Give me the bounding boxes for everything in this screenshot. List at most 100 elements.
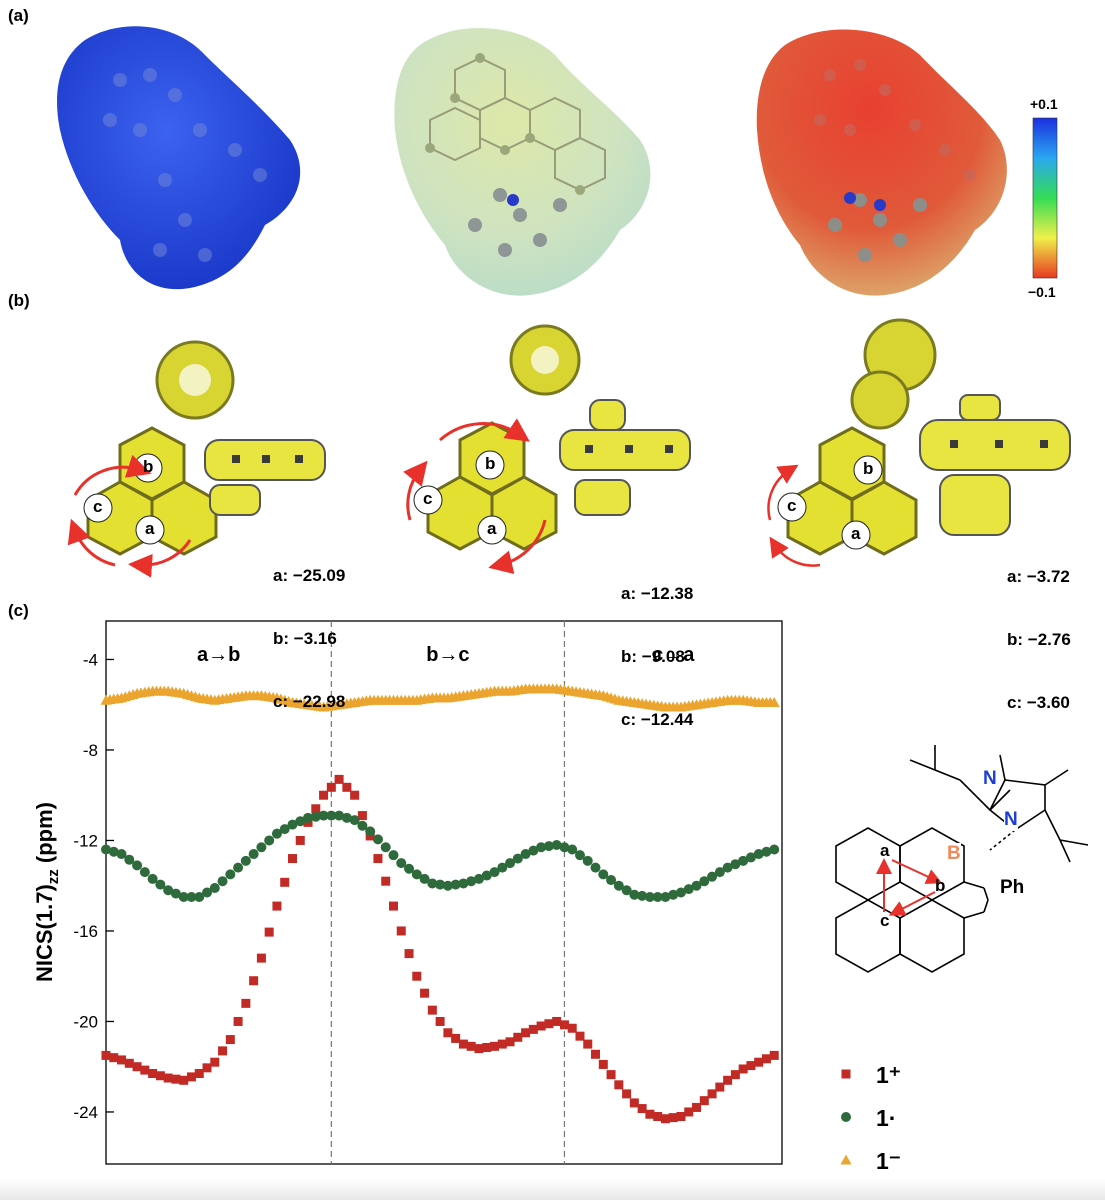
data-point	[241, 998, 251, 1008]
series-square	[101, 774, 779, 1124]
data-point	[427, 878, 438, 889]
data-point	[194, 892, 205, 903]
panel-label-b: (b)	[8, 291, 30, 310]
data-point	[411, 869, 422, 880]
data-point	[645, 1109, 655, 1119]
data-point	[490, 1041, 500, 1051]
y-tick-label: -20	[73, 1012, 98, 1031]
data-point	[614, 1080, 624, 1090]
data-point	[738, 855, 749, 866]
section-label: a→b	[197, 644, 240, 666]
legend-marker	[841, 1069, 851, 1079]
data-point	[132, 860, 143, 871]
data-point	[676, 1111, 686, 1121]
plot-frame	[105, 620, 783, 1165]
data-point	[435, 879, 446, 890]
colorbar	[1032, 117, 1058, 279]
data-point	[692, 1102, 702, 1112]
data-point	[186, 1072, 196, 1082]
y-tick-label: -4	[83, 650, 98, 669]
data-series	[100, 683, 780, 1124]
nics-value-row: a: −25.09	[273, 566, 346, 585]
data-point	[552, 1016, 562, 1026]
y-tick-label: -12	[73, 831, 98, 850]
data-point	[482, 1042, 492, 1052]
data-point	[365, 826, 376, 837]
ring-label-b-2: b	[485, 454, 496, 473]
data-point	[442, 880, 453, 891]
acid-plot-cation	[67, 340, 326, 578]
data-point	[574, 850, 585, 861]
nics-value-row: c: −22.98	[273, 692, 346, 711]
ring-label-a-1: a	[145, 519, 155, 538]
data-point	[124, 854, 135, 865]
data-point	[473, 873, 484, 884]
data-point	[202, 1063, 212, 1073]
data-point	[458, 1039, 468, 1049]
data-point	[489, 867, 500, 878]
data-point	[163, 1073, 173, 1083]
data-point	[435, 1016, 445, 1026]
data-point	[412, 971, 422, 981]
data-point	[629, 889, 640, 900]
y-axis: -4 -8 -12 -16 -20 -24	[73, 650, 114, 1122]
data-point	[381, 876, 391, 886]
data-point	[575, 1031, 585, 1041]
ring-label-c-3: c	[787, 496, 797, 515]
data-point	[583, 1039, 593, 1049]
data-point	[598, 869, 609, 880]
data-point	[699, 1096, 709, 1106]
legend-label: 1·	[876, 1105, 896, 1131]
colorbar-min-label: −0.1	[1028, 284, 1056, 300]
data-point	[621, 885, 632, 896]
data-point	[248, 849, 259, 860]
y-axis-title: NICS(1.7)zz (ppm)	[32, 802, 62, 982]
series-circle	[101, 810, 780, 903]
data-point	[582, 855, 593, 866]
data-point	[622, 1089, 632, 1099]
section-labels: a→b b→c c→a	[197, 644, 695, 666]
ring-label-c-1: c	[93, 497, 103, 516]
data-point	[551, 839, 562, 850]
structure-ring-b: b	[935, 876, 946, 895]
data-point	[264, 927, 274, 937]
data-point	[326, 782, 336, 792]
nics-value-row: c: −3.60	[1007, 693, 1070, 712]
data-point	[637, 890, 648, 901]
nics-value-row: a: −3.72	[1007, 567, 1070, 586]
data-point	[730, 1070, 740, 1080]
data-point	[652, 892, 663, 903]
structure-ring-c: c	[880, 911, 890, 930]
data-point	[326, 810, 337, 821]
data-point	[675, 887, 686, 898]
panel-label-c: (c)	[8, 601, 29, 620]
data-point	[388, 901, 398, 911]
data-point	[264, 835, 275, 846]
data-point	[745, 852, 756, 863]
data-point	[101, 844, 111, 855]
ring-path-arrows	[876, 858, 943, 916]
nics-value-row: b: −2.76	[1007, 630, 1071, 649]
data-point	[256, 953, 266, 963]
ring-label-a-2: a	[487, 519, 497, 538]
data-point	[396, 858, 407, 869]
legend-marker	[841, 1112, 851, 1122]
data-point	[342, 782, 352, 792]
data-point	[730, 859, 741, 870]
data-point	[753, 849, 764, 860]
data-point	[349, 815, 360, 826]
data-point	[101, 1050, 111, 1060]
data-point	[249, 976, 259, 986]
data-point	[637, 1104, 647, 1114]
data-point	[319, 790, 329, 800]
data-point	[218, 1046, 228, 1056]
data-point	[217, 876, 228, 887]
legend-marker	[840, 1154, 852, 1165]
data-point	[116, 849, 127, 860]
bottom-fade	[0, 1178, 1105, 1200]
section-label: b→c	[426, 644, 469, 666]
data-point	[505, 1037, 515, 1047]
data-point	[388, 850, 399, 861]
data-point	[707, 871, 718, 882]
data-point	[714, 867, 725, 878]
